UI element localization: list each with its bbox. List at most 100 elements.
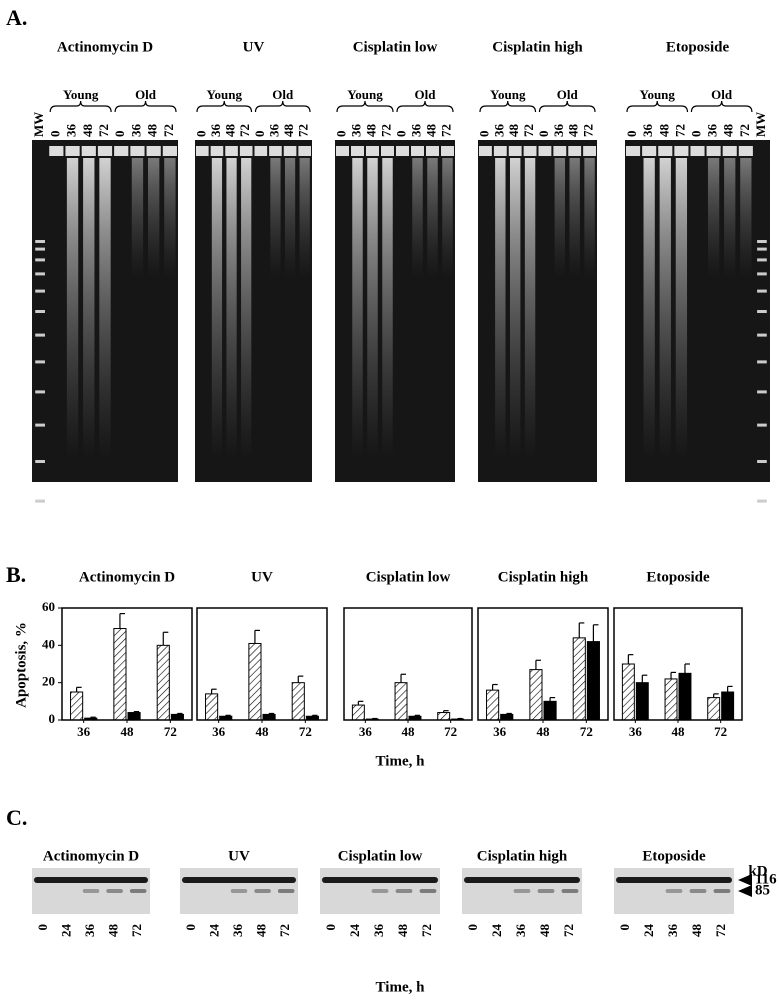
band	[182, 877, 296, 883]
bar	[721, 691, 735, 721]
lane-label: 36	[208, 124, 223, 138]
lane-label: 0	[624, 131, 639, 138]
panel-label: A.	[6, 5, 27, 30]
well	[722, 146, 737, 156]
lane-label: 0	[476, 131, 491, 138]
x-tick-label: 72	[444, 724, 457, 739]
lane-label: 48	[80, 124, 95, 138]
ladder-band	[757, 390, 767, 394]
lane-label: 72	[129, 924, 144, 937]
y-tick-label: 0	[49, 711, 56, 726]
lane-label: 36	[348, 124, 363, 138]
lane-label: 72	[237, 124, 252, 137]
ladder-band	[35, 272, 45, 276]
smear	[367, 158, 378, 458]
smear	[569, 158, 580, 278]
bar	[394, 682, 408, 721]
bar	[586, 641, 600, 721]
band	[371, 889, 389, 893]
lane-label: 36	[128, 124, 143, 138]
chart-title: Cisplatin low	[366, 569, 451, 585]
bar	[707, 697, 721, 721]
ladder-band	[35, 310, 45, 313]
well	[49, 146, 64, 156]
lane-label: 48	[537, 924, 552, 938]
bar	[262, 713, 276, 721]
ladder-band	[757, 423, 767, 427]
band	[254, 889, 271, 893]
lane-label: 48	[223, 124, 238, 138]
band	[395, 889, 413, 893]
band	[322, 877, 438, 883]
lane-label: 0	[183, 924, 198, 931]
band	[616, 877, 732, 883]
lane-label: 72	[277, 924, 292, 937]
lane-label: 36	[266, 124, 281, 138]
lane-label: 0	[35, 924, 50, 931]
well	[479, 146, 492, 156]
ladder-band	[757, 460, 767, 463]
x-tick-label: 48	[256, 724, 270, 739]
blot-title: Cisplatin high	[477, 848, 568, 864]
panel-label: B.	[6, 562, 26, 587]
x-tick-label: 48	[672, 724, 686, 739]
gel-title: UV	[243, 39, 265, 55]
lane-label: MW	[753, 112, 768, 137]
lane-label: 0	[252, 131, 267, 138]
bar	[635, 682, 649, 721]
x-axis-label: Time, h	[376, 979, 426, 995]
x-tick-label: 48	[402, 724, 416, 739]
smear	[707, 158, 720, 278]
ladder-band	[757, 272, 767, 276]
lane-label: 72	[521, 124, 536, 137]
bar	[572, 637, 586, 721]
well	[254, 146, 268, 156]
lane-label: 0	[536, 131, 551, 138]
lane-label: 72	[672, 124, 687, 137]
well	[568, 146, 582, 156]
lane-label: 48	[254, 924, 269, 938]
group-label: Old	[135, 87, 157, 102]
bar	[529, 669, 543, 721]
lane-label: 72	[581, 124, 596, 137]
smear	[659, 158, 671, 458]
band	[34, 877, 148, 883]
ladder-band	[757, 247, 767, 251]
group-label: Young	[63, 87, 99, 102]
group-label: Old	[415, 87, 437, 102]
well	[493, 146, 507, 156]
band	[665, 889, 683, 893]
lane-label: 36	[64, 124, 79, 138]
group-brace	[626, 100, 689, 113]
marker-label: 116	[755, 871, 777, 887]
well	[553, 146, 567, 156]
x-tick-label: 36	[493, 724, 507, 739]
plot-frame	[613, 607, 743, 721]
well	[690, 146, 705, 156]
well	[441, 146, 454, 156]
smear	[211, 158, 223, 458]
bar	[678, 672, 692, 721]
group-label: Old	[557, 87, 579, 102]
lane-label: 36	[551, 124, 566, 138]
group-brace	[396, 100, 454, 113]
well	[351, 146, 364, 156]
plot-frame	[196, 607, 328, 721]
bar	[291, 682, 305, 721]
group-brace	[538, 100, 596, 113]
lane-label: 36	[408, 124, 423, 138]
x-tick-label: 36	[359, 724, 373, 739]
band	[513, 889, 531, 893]
smear	[83, 158, 95, 458]
band	[713, 889, 731, 893]
well	[81, 146, 96, 156]
well	[146, 146, 161, 156]
lane-label: 72	[296, 124, 311, 137]
lane-label: 0	[47, 131, 62, 138]
smear	[131, 158, 144, 278]
group-label: Old	[272, 87, 294, 102]
lane-label: 72	[561, 924, 576, 937]
group-brace	[479, 100, 537, 113]
well	[65, 146, 80, 156]
ladder-band	[757, 258, 767, 262]
